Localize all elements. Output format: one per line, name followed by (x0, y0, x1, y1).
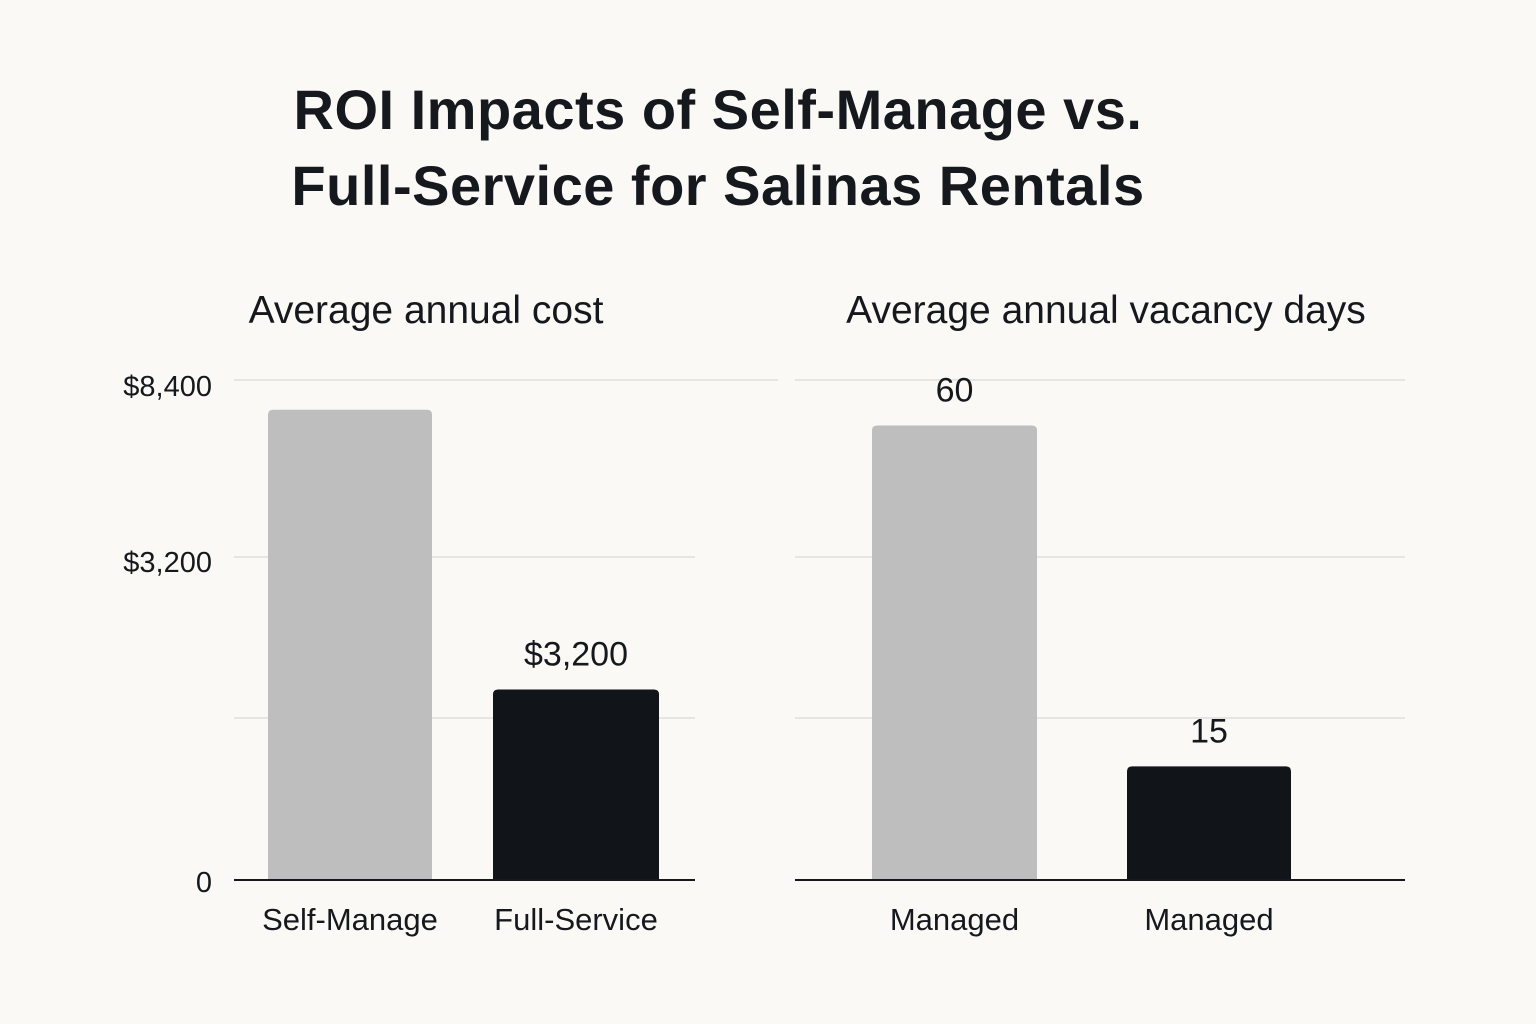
x-category-label: Managed (1144, 902, 1273, 937)
right-chart-title: Average annual vacancy days (846, 289, 1366, 332)
left-chart-title: Average annual cost (249, 289, 604, 332)
bar-managed-0 (872, 425, 1037, 880)
title-line-1: ROI Impacts of Self-Manage vs. (293, 78, 1143, 141)
y-tick-label-0: 0 (196, 867, 212, 899)
y-tick-label-3200: $3,200 (123, 547, 212, 579)
data-label: $3,200 (524, 636, 628, 674)
title-line-2: Full-Service for Salinas Rentals (291, 154, 1145, 217)
y-tick-label-8400: $8,400 (123, 371, 212, 403)
chart-title: ROI Impacts of Self-Manage vs. Full-Serv… (0, 72, 1536, 224)
bar-managed-1 (1127, 766, 1291, 880)
bar-full-service-1 (493, 689, 659, 880)
x-category-label: Full-Service (494, 902, 658, 937)
x-category-label: Self-Manage (262, 902, 438, 937)
bar-self-manage-0 (268, 409, 432, 880)
data-label: 15 (1190, 712, 1228, 750)
x-category-label: Managed (890, 902, 1019, 937)
data-label: 60 (936, 371, 974, 409)
